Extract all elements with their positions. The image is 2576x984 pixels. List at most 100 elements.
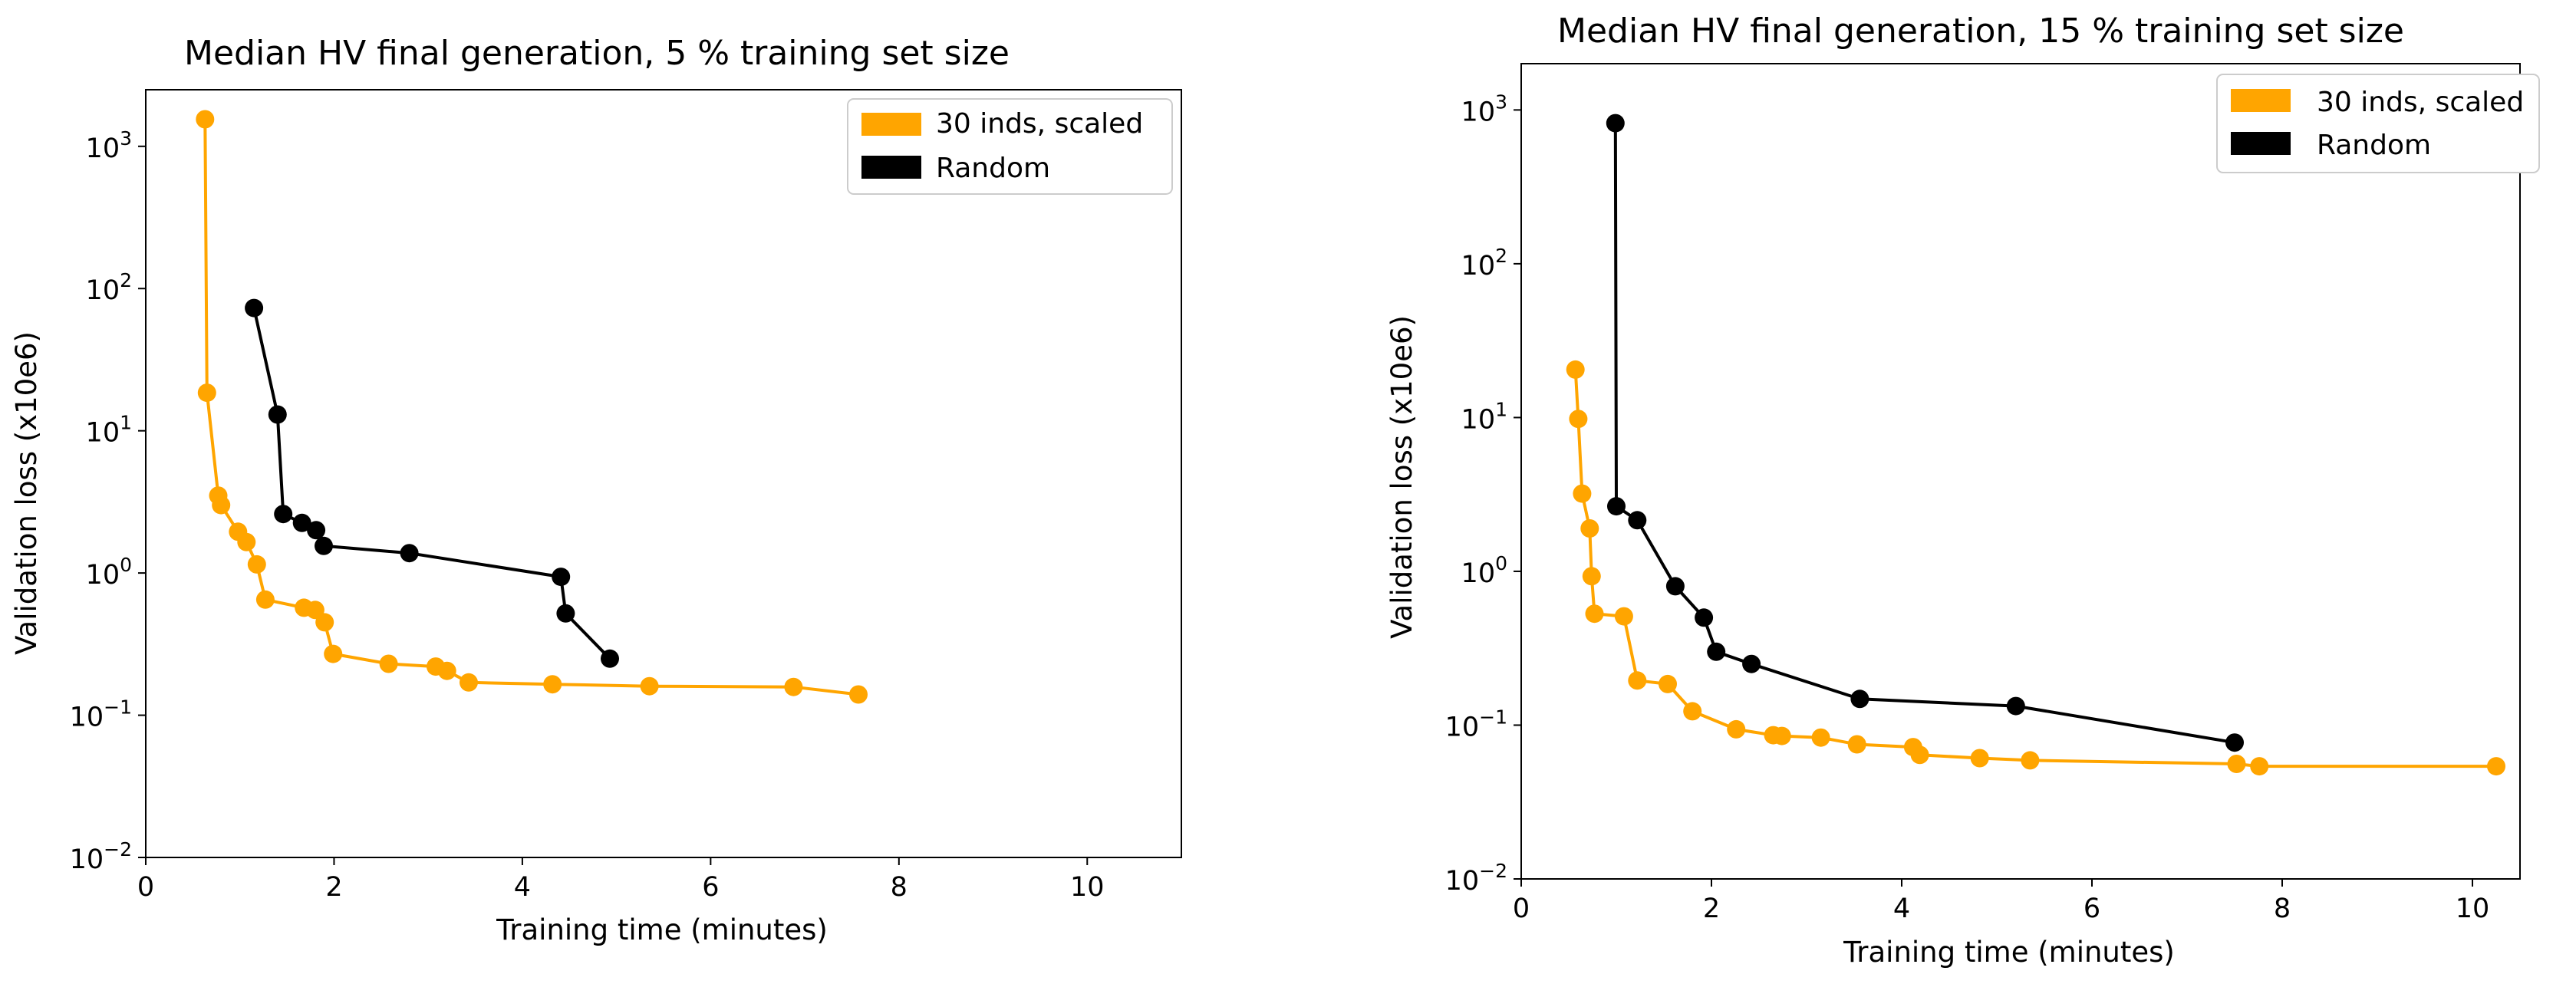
data-point bbox=[237, 532, 256, 551]
x-tick-label: 4 bbox=[1893, 893, 1910, 924]
data-point bbox=[1606, 114, 1625, 133]
x-tick-label: 10 bbox=[1070, 872, 1105, 903]
data-point bbox=[245, 298, 264, 318]
series-line bbox=[1573, 369, 2496, 768]
legend: 30 inds, scaled Random bbox=[2216, 74, 2540, 173]
legend-box bbox=[847, 98, 1173, 195]
x-axis-ticks: 0 2 4 6 8 10 bbox=[137, 857, 1105, 903]
y-tick-label: 103 bbox=[1461, 91, 1507, 127]
data-point bbox=[784, 677, 803, 696]
x-tick-label: 2 bbox=[1703, 893, 1720, 924]
data-point bbox=[1659, 674, 1677, 693]
x-axis-ticks: 0 2 4 6 8 10 bbox=[1513, 879, 2489, 924]
data-point bbox=[196, 110, 215, 129]
data-point bbox=[1665, 577, 1685, 596]
x-tick-label: 6 bbox=[702, 872, 719, 903]
y-tick-label: 100 bbox=[86, 554, 132, 591]
y-tick-exponent: 2 bbox=[120, 269, 132, 291]
x-tick-label: 10 bbox=[2456, 893, 2490, 924]
data-point bbox=[1970, 749, 1989, 768]
data-point bbox=[437, 661, 456, 680]
x-tick-label: 8 bbox=[2274, 893, 2291, 924]
data-point bbox=[274, 505, 293, 524]
x-axis-label: Training time (minutes) bbox=[496, 913, 828, 946]
data-point bbox=[247, 555, 266, 574]
data-point bbox=[1585, 604, 1604, 624]
series-line bbox=[1613, 123, 2235, 745]
data-point bbox=[268, 405, 287, 424]
y-axis-ticks: 10−2 10−1 100 101 102 103 bbox=[1445, 91, 1521, 897]
data-point bbox=[849, 685, 868, 704]
y-tick-exponent: 0 bbox=[1495, 552, 1507, 574]
legend-swatch-30-inds-scaled bbox=[861, 113, 921, 136]
plot-area-frame bbox=[145, 89, 1182, 858]
y-tick-base: 10 bbox=[86, 275, 120, 306]
data-point bbox=[2487, 757, 2505, 776]
series-random bbox=[245, 298, 619, 668]
data-point bbox=[1811, 728, 1830, 747]
data-point bbox=[2250, 757, 2269, 776]
y-tick-label: 101 bbox=[86, 412, 132, 449]
data-point bbox=[2006, 696, 2025, 716]
y-tick-base: 10 bbox=[70, 844, 104, 875]
data-point bbox=[1607, 497, 1626, 516]
data-point bbox=[292, 513, 311, 532]
y-tick-exponent: 3 bbox=[120, 127, 132, 150]
legend-label-random: Random bbox=[936, 153, 1050, 184]
legend-label-30-inds-scaled: 30 inds, scaled bbox=[2317, 87, 2524, 118]
data-point bbox=[1850, 689, 1869, 709]
y-tick-label: 10−1 bbox=[1445, 706, 1507, 742]
data-point bbox=[307, 521, 326, 540]
legend-swatch-random bbox=[861, 156, 921, 179]
series-random bbox=[1606, 114, 2244, 752]
chart-title: Median HV final generation, 15 % trainin… bbox=[1557, 12, 2404, 51]
data-point bbox=[255, 590, 275, 609]
data-point bbox=[460, 673, 478, 692]
data-point bbox=[1569, 410, 1588, 429]
data-point bbox=[1727, 719, 1746, 739]
data-point bbox=[556, 604, 575, 623]
data-point bbox=[379, 654, 398, 673]
data-point bbox=[601, 649, 619, 668]
x-tick-label: 0 bbox=[1513, 893, 1530, 924]
y-tick-label: 102 bbox=[1461, 245, 1507, 281]
y-tick-base: 10 bbox=[1461, 251, 1496, 281]
data-point bbox=[197, 383, 216, 403]
y-axis-label: Validation loss (x10e6) bbox=[10, 331, 43, 655]
data-point bbox=[1695, 608, 1714, 627]
y-tick-base: 10 bbox=[86, 560, 120, 591]
y-axis-ticks: 10−2 10−1 100 101 102 103 bbox=[70, 127, 146, 875]
y-tick-base: 10 bbox=[1445, 712, 1480, 742]
y-tick-base: 10 bbox=[1461, 404, 1496, 435]
y-tick-exponent: 0 bbox=[120, 554, 132, 576]
y-tick-label: 102 bbox=[86, 269, 132, 306]
y-tick-exponent: −2 bbox=[104, 838, 132, 861]
y-tick-exponent: −1 bbox=[1479, 706, 1507, 728]
data-point bbox=[1628, 511, 1647, 530]
y-tick-exponent: 1 bbox=[1495, 398, 1507, 420]
series-30-inds-scaled bbox=[1566, 360, 2505, 776]
y-tick-base: 10 bbox=[86, 133, 120, 164]
data-point bbox=[1772, 726, 1791, 745]
y-tick-base: 10 bbox=[70, 703, 104, 733]
y-tick-label: 100 bbox=[1461, 552, 1507, 589]
data-point bbox=[315, 613, 334, 632]
legend-box bbox=[2216, 74, 2540, 173]
legend-swatch-random bbox=[2231, 132, 2291, 155]
data-point bbox=[1910, 745, 1929, 765]
x-tick-label: 8 bbox=[891, 872, 908, 903]
data-point bbox=[2227, 755, 2246, 773]
y-tick-base: 10 bbox=[1461, 558, 1496, 589]
data-point bbox=[1628, 671, 1647, 690]
y-tick-exponent: 3 bbox=[1495, 91, 1507, 113]
y-tick-label: 101 bbox=[1461, 398, 1507, 435]
x-tick-label: 6 bbox=[2084, 893, 2100, 924]
x-axis-label: Training time (minutes) bbox=[1843, 936, 2175, 969]
y-axis-label: Validation loss (x10e6) bbox=[1385, 315, 1418, 639]
data-point bbox=[1683, 702, 1702, 721]
data-point bbox=[315, 536, 333, 555]
chart-title: Median HV final generation, 5 % training… bbox=[184, 34, 1010, 73]
legend: 30 inds, scaled Random bbox=[847, 98, 1173, 195]
x-tick-label: 2 bbox=[325, 872, 342, 903]
